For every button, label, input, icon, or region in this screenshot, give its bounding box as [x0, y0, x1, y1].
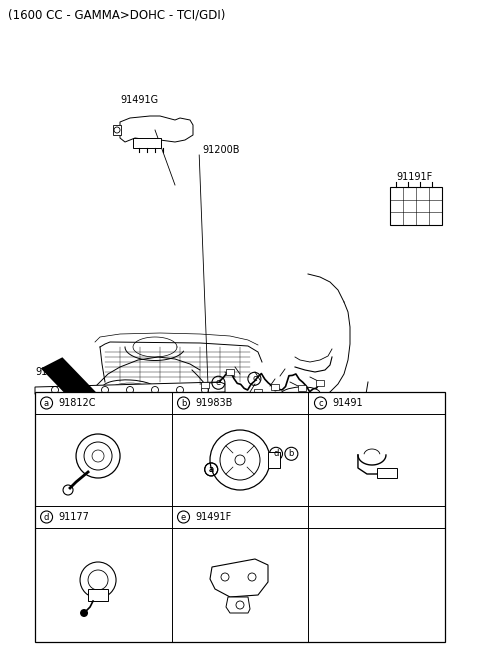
Circle shape — [80, 609, 88, 617]
Polygon shape — [332, 544, 430, 587]
Text: 91983B: 91983B — [195, 398, 233, 408]
FancyBboxPatch shape — [35, 392, 445, 642]
Text: 91491H: 91491H — [35, 367, 73, 377]
FancyBboxPatch shape — [254, 389, 262, 395]
Text: e: e — [216, 378, 221, 387]
Text: a: a — [209, 465, 214, 474]
Text: 91453: 91453 — [368, 584, 399, 594]
Polygon shape — [50, 397, 70, 417]
Text: b: b — [181, 398, 186, 408]
FancyBboxPatch shape — [298, 385, 306, 391]
FancyBboxPatch shape — [268, 452, 280, 468]
FancyBboxPatch shape — [88, 589, 108, 601]
Text: c: c — [252, 374, 257, 383]
Polygon shape — [199, 417, 413, 533]
Text: e: e — [181, 512, 186, 522]
Text: 91191F: 91191F — [396, 172, 432, 182]
FancyBboxPatch shape — [390, 187, 442, 225]
Text: d: d — [44, 512, 49, 522]
Text: 91491F: 91491F — [195, 512, 232, 522]
FancyBboxPatch shape — [201, 382, 209, 388]
Text: d: d — [273, 449, 279, 458]
Polygon shape — [226, 597, 250, 613]
Polygon shape — [210, 559, 268, 597]
Text: 91491G: 91491G — [120, 95, 158, 105]
Text: 91812C: 91812C — [59, 398, 96, 408]
Polygon shape — [90, 397, 110, 417]
FancyBboxPatch shape — [133, 138, 161, 148]
Text: 91200B: 91200B — [202, 145, 240, 155]
Text: (1600 CC - GAMMA>DOHC - TCI/GDI): (1600 CC - GAMMA>DOHC - TCI/GDI) — [8, 8, 226, 21]
Polygon shape — [35, 382, 225, 397]
FancyBboxPatch shape — [271, 384, 279, 390]
Text: c: c — [318, 398, 323, 408]
Text: b: b — [288, 449, 294, 458]
Text: a: a — [44, 398, 49, 408]
Text: 91177: 91177 — [59, 512, 89, 522]
Polygon shape — [170, 397, 190, 417]
FancyBboxPatch shape — [226, 369, 234, 375]
Text: 91491: 91491 — [333, 398, 363, 408]
Polygon shape — [120, 116, 193, 142]
Polygon shape — [130, 397, 150, 417]
FancyBboxPatch shape — [113, 125, 121, 135]
FancyBboxPatch shape — [377, 468, 397, 478]
FancyBboxPatch shape — [316, 380, 324, 386]
Polygon shape — [41, 357, 221, 533]
Text: a: a — [209, 465, 214, 474]
